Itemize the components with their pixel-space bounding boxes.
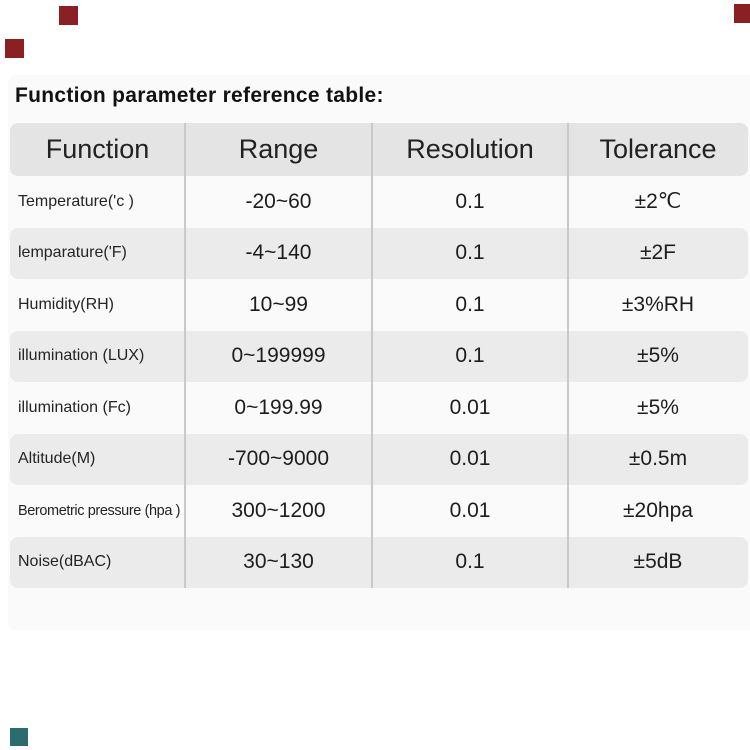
cell-resolution: 0.01 xyxy=(449,395,491,419)
cell-range: 30~130 xyxy=(243,550,314,574)
cell-tolerance: ±5dB xyxy=(633,550,683,574)
cell-tolerance: ±2℃ xyxy=(634,190,682,214)
cell-function: Altitude(M) xyxy=(18,450,96,468)
header-cell-resolution: Resolution xyxy=(406,134,534,164)
cell-resolution: 0.1 xyxy=(455,292,485,316)
column-divider-3 xyxy=(567,123,569,588)
cell-resolution: 0.01 xyxy=(449,447,491,471)
table-row: Humidity(RH) 10~99 0.1 ±3%RH xyxy=(10,279,748,331)
cell-resolution: 0.1 xyxy=(455,189,485,213)
table-body: Temperature('c ) -20~60 0.1 ±2℃ lemparature(… xyxy=(10,176,748,588)
cell-function: illumination (Fc) xyxy=(18,398,131,416)
content-card: Function parameter reference table: Func… xyxy=(8,75,750,630)
cell-tolerance: ±5% xyxy=(637,395,679,419)
cell-range: -20~60 xyxy=(245,189,312,213)
cell-function: Berometric pressure (hpa ) xyxy=(18,502,181,519)
cell-function: Noise(dBAC) xyxy=(18,553,112,571)
cell-range: -700~9000 xyxy=(227,447,329,471)
table-row: Berometric pressure (hpa ) 300~1200 0.01 ±2… xyxy=(10,485,748,537)
cell-range: 0~199.99 xyxy=(234,395,323,419)
cell-tolerance: ±20hpa xyxy=(623,498,693,522)
cell-resolution: 0.1 xyxy=(455,344,485,368)
cell-function: lemparature('F) xyxy=(18,244,127,262)
table-row: lemparature('F) -4~140 0.1 ±2F xyxy=(10,227,748,279)
decor-square-top-left xyxy=(59,6,78,25)
cell-tolerance: ±5% xyxy=(637,344,679,368)
table-row: Noise(dBAC) 30~130 0.1 ±5dB xyxy=(10,536,748,588)
table-row: Altitude(M) -700~9000 0.01 ±0.5m xyxy=(10,433,748,485)
cell-tolerance: ±0.5m xyxy=(628,447,688,471)
header-cell-function: Function xyxy=(45,134,150,164)
table-row: Temperature('c ) -20~60 0.1 ±2℃ xyxy=(10,176,748,228)
cell-resolution: 0.1 xyxy=(455,550,485,574)
cell-range: 300~1200 xyxy=(231,498,326,522)
cell-tolerance: ±3%RH xyxy=(621,292,695,316)
decor-square-top-right xyxy=(734,4,750,23)
cell-resolution: 0.1 xyxy=(455,241,485,265)
cell-tolerance: ±2F xyxy=(639,241,677,265)
table-row: illumination (LUX) 0~199999 0.1 ±5% xyxy=(10,330,748,382)
table-header-row: Function Range Resolution Tolerance xyxy=(10,123,748,176)
table-row: illumination (Fc) 0~199.99 0.01 ±5% xyxy=(10,382,748,434)
cell-range: 10~99 xyxy=(249,292,308,316)
page-title: Function parameter reference table: xyxy=(15,84,384,107)
cell-range: 0~199999 xyxy=(231,344,326,368)
cell-function: Temperature('c ) xyxy=(18,192,134,210)
header-cell-range: Range xyxy=(238,134,319,164)
cell-range: -4~140 xyxy=(245,241,312,265)
column-divider-1 xyxy=(184,123,186,588)
header-cell-tolerance: Tolerance xyxy=(599,134,717,164)
decor-square-left xyxy=(5,39,24,58)
cell-function: illumination (LUX) xyxy=(18,347,145,365)
cell-resolution: 0.01 xyxy=(449,498,491,522)
column-divider-2 xyxy=(371,123,373,588)
parameter-table: Function Range Resolution Tolerance Tempera… xyxy=(10,123,748,588)
decor-square-bottom-left xyxy=(10,728,28,746)
cell-function: Humidity(RH) xyxy=(18,295,114,313)
